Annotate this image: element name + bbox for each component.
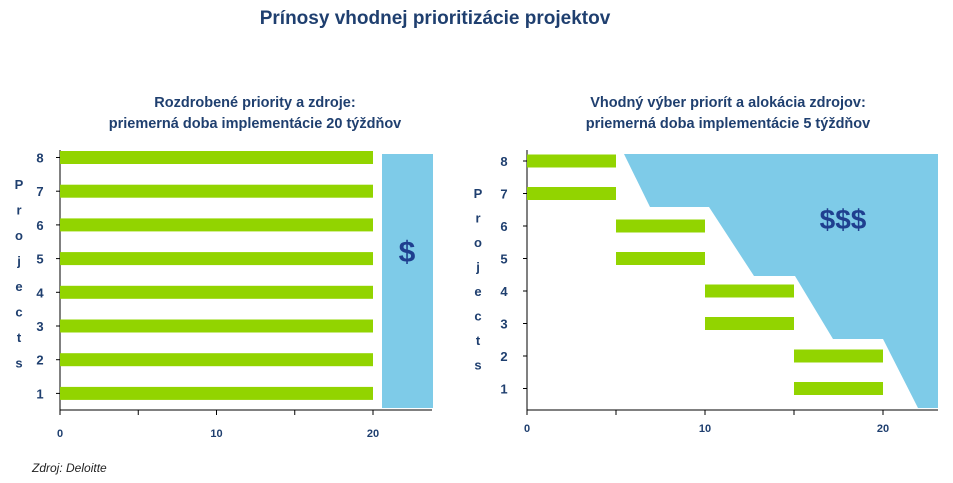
bar <box>60 184 373 198</box>
source-note: Zdroj: Deloitte <box>32 461 107 475</box>
right-subtitle-line-2: priemerná doba implementácie 5 týždňov <box>585 116 871 132</box>
y-tick-label: 2 <box>500 349 507 364</box>
bar <box>60 319 373 333</box>
bar <box>794 349 883 363</box>
benefit-label: $$$ <box>820 204 867 235</box>
y-tick-label: 6 <box>36 218 43 233</box>
y-tick-label: 1 <box>500 382 507 397</box>
y-axis-label-letter: e <box>474 284 481 299</box>
y-tick-label: 6 <box>500 219 507 234</box>
bar <box>527 187 616 200</box>
benefit-label: $ <box>399 236 416 269</box>
bar <box>794 382 883 395</box>
right-chart-subtitle: Vhodný výber priorít a alokácia zdrojov:… <box>508 93 948 135</box>
bar <box>705 284 794 298</box>
page-title: Prínosy vhodnej prioritizácie projektov <box>259 8 611 29</box>
bar <box>705 317 794 330</box>
y-axis-label-letter: c <box>15 305 22 320</box>
bar <box>60 218 373 232</box>
left-chart-subtitle: Rozdrobené priority a zdroje: priemerná … <box>40 93 470 135</box>
bar <box>527 154 616 168</box>
bar <box>60 151 373 164</box>
y-tick-label: 8 <box>36 151 43 166</box>
y-axis-label-letter: t <box>17 330 22 345</box>
x-tick-label: 10 <box>699 423 711 435</box>
y-axis-label-letter: P <box>474 186 483 201</box>
y-tick-label: 5 <box>36 252 43 267</box>
bar <box>60 252 373 266</box>
x-tick-label: 0 <box>524 423 530 435</box>
y-axis-label-letter: o <box>15 228 23 243</box>
x-tick-label: 20 <box>877 423 889 435</box>
left-subtitle-line-1: Rozdrobené priority a zdroje: <box>154 95 356 111</box>
y-tick-label: 2 <box>36 353 43 368</box>
x-tick-label: 0 <box>57 428 63 440</box>
y-axis-label-letter: s <box>474 358 481 373</box>
x-tick-label: 10 <box>210 428 222 440</box>
y-tick-label: 3 <box>500 317 507 332</box>
y-tick-label: 8 <box>500 154 507 169</box>
y-axis-label-letter: j <box>475 260 480 275</box>
benefit-area <box>624 154 938 408</box>
bar <box>616 252 705 265</box>
y-axis-label-letter: t <box>476 333 481 348</box>
y-axis-label-letter: c <box>474 309 481 324</box>
y-axis-label-letter: r <box>475 211 480 226</box>
y-axis-label-letter: P <box>15 177 24 192</box>
benefit-area <box>382 154 433 408</box>
bar <box>60 353 373 367</box>
y-tick-label: 7 <box>500 187 507 202</box>
right-subtitle-line-1: Vhodný výber priorít a alokácia zdrojov: <box>590 95 866 111</box>
y-tick-label: 3 <box>36 319 43 334</box>
y-tick-label: 4 <box>36 285 44 300</box>
y-tick-label: 4 <box>500 284 508 299</box>
x-tick-label: 20 <box>367 428 379 440</box>
bar <box>616 219 705 233</box>
y-axis-label-letter: j <box>16 254 21 269</box>
y-tick-label: 7 <box>36 184 43 199</box>
y-axis-label-letter: e <box>15 279 22 294</box>
left-subtitle-line-2: priemerná doba implementácie 20 týždňov <box>108 116 402 132</box>
y-axis-label-letter: o <box>474 235 482 250</box>
y-tick-label: 5 <box>500 252 507 267</box>
y-tick-label: 1 <box>36 386 43 401</box>
y-axis-label-letter: r <box>16 203 21 218</box>
bar <box>60 285 373 299</box>
bar <box>60 386 373 400</box>
y-axis-label-letter: s <box>15 356 22 371</box>
